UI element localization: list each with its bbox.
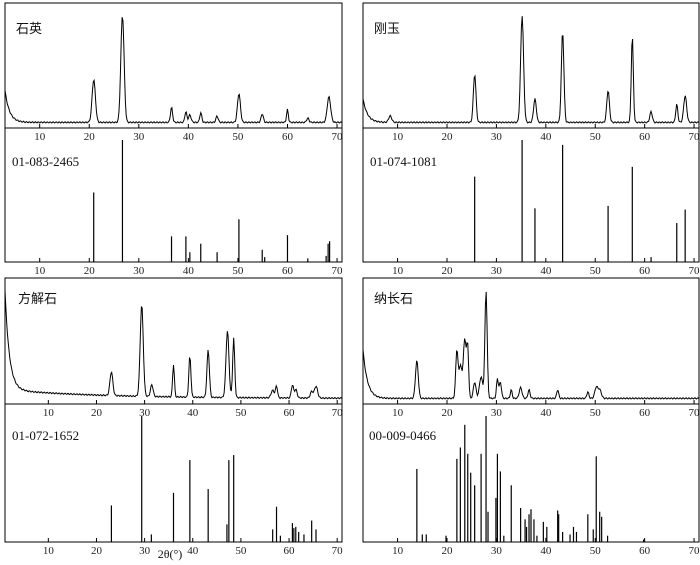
- x-tick-label: 50: [232, 265, 244, 277]
- measured-pattern-line: [4, 290, 343, 400]
- x-tick-label: 50: [590, 407, 602, 419]
- x-tick-label: 50: [235, 545, 247, 557]
- panel-title-albite-ref: 00-009-0466: [369, 428, 437, 443]
- x-tick-label: 40: [183, 131, 195, 143]
- x-tick-label: 10: [392, 545, 404, 557]
- x-tick-label: 60: [282, 131, 294, 143]
- x-tick-label: 60: [639, 407, 651, 419]
- x-tick-label: 70: [332, 265, 344, 277]
- x-tick-label: 60: [639, 131, 651, 143]
- panel-title-calcite: 方解石: [18, 291, 57, 307]
- panel-frame: [4, 2, 343, 263]
- x-tick-label: 30: [491, 407, 503, 419]
- x-tick-label: 50: [590, 131, 602, 143]
- x-tick-label: 10: [34, 131, 46, 143]
- panel-title-quartz: 石英: [16, 22, 42, 37]
- x-tick-label: 20: [442, 265, 454, 277]
- x-tick-label: 70: [689, 265, 700, 277]
- x-tick-label: 30: [491, 545, 503, 557]
- x-tick-label: 20: [91, 545, 103, 557]
- x-tick-label: 30: [133, 131, 145, 143]
- x-tick-label: 60: [639, 265, 651, 277]
- measured-pattern-line: [362, 16, 700, 124]
- x-tick-label: 30: [491, 131, 503, 143]
- x-tick-label: 50: [232, 131, 244, 143]
- x-tick-label: 20: [442, 545, 454, 557]
- x-tick-label: 70: [332, 407, 344, 419]
- x-tick-label: 20: [84, 265, 96, 277]
- panel-title-corundum-ref: 01-074-1081: [370, 154, 437, 169]
- x-tick-label: 40: [540, 131, 552, 143]
- x-tick-label: 30: [133, 265, 145, 277]
- x-tick-label: 20: [91, 407, 103, 419]
- x-tick-label: 40: [187, 407, 199, 419]
- x-tick-label: 40: [540, 545, 552, 557]
- x-tick-label: 70: [689, 407, 700, 419]
- x-tick-label: 70: [689, 545, 700, 557]
- x-tick-label: 60: [639, 545, 651, 557]
- x-tick-label: 50: [235, 407, 247, 419]
- panel-title-corundum: 刚玉: [374, 22, 400, 37]
- x-tick-label: 50: [590, 545, 602, 557]
- panel-frames: [4, 2, 700, 543]
- x-tick-label: 30: [491, 265, 503, 277]
- measured-pattern-line: [4, 17, 343, 124]
- x-tick-label: 10: [392, 407, 404, 419]
- x-tick-label: 50: [590, 265, 602, 277]
- x-axis-label: 2θ(°): [158, 547, 183, 561]
- x-tick-label: 60: [282, 265, 294, 277]
- x-tick-label: 40: [540, 407, 552, 419]
- x-tick-label: 70: [332, 545, 344, 557]
- x-tick-label: 40: [187, 545, 199, 557]
- panel-title-quartz-ref: 01-083-2465: [12, 154, 79, 169]
- x-tick-label: 30: [139, 545, 151, 557]
- x-tick-label: 10: [43, 407, 55, 419]
- x-tick-label: 10: [43, 545, 55, 557]
- panel-title-calcite-ref: 01-072-1652: [12, 428, 79, 443]
- x-tick-label: 20: [84, 131, 96, 143]
- x-tick-label: 60: [284, 545, 296, 557]
- measured-pattern-line: [362, 291, 700, 400]
- x-tick-label: 70: [689, 131, 700, 143]
- x-tick-label: 20: [442, 131, 454, 143]
- x-tick-label: 10: [34, 265, 46, 277]
- x-tick-label: 70: [332, 131, 344, 143]
- x-tick-label: 40: [540, 265, 552, 277]
- x-tick-label: 40: [183, 265, 195, 277]
- x-tick-label: 10: [392, 131, 404, 143]
- x-tick-label: 10: [392, 265, 404, 277]
- plot-content: 10 20 30 40 50 60 70 10 20 30 40 50 60 70 10 20 30 40 50 60…: [4, 16, 700, 557]
- panel-title-albite: 纳长石: [374, 292, 413, 307]
- x-tick-label: 20: [442, 407, 454, 419]
- panel-frame: [362, 2, 700, 263]
- x-tick-label: 30: [139, 407, 151, 419]
- x-tick-label: 60: [284, 407, 296, 419]
